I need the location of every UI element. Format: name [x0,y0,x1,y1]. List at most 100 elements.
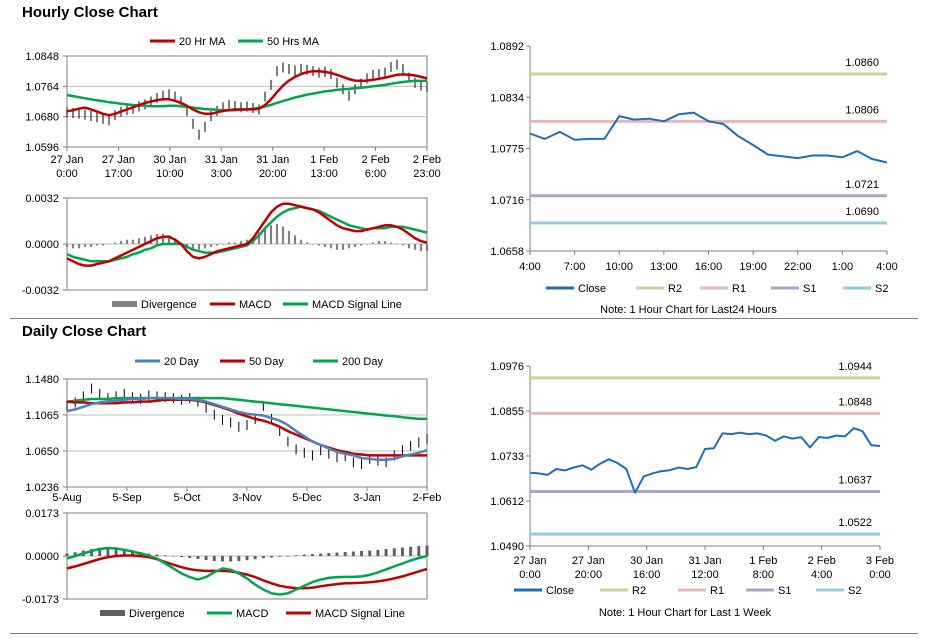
daily-price-legend-label: 200 Day [342,356,383,368]
hourly-macd-signal-line [66,205,428,263]
daily-macd-divergence-bar [319,553,323,556]
daily-levels-x-tick-label: 2 Feb [808,555,836,567]
hourly-price-plot-frame [66,55,428,148]
hourly-macd-divergence-bar [341,244,345,250]
daily-levels-legend-label: S1 [778,585,791,597]
daily-macd-divergence-bar [171,556,175,557]
hourly-macd-divergence-bar [263,228,267,244]
daily-levels-y-tick-label: 1.0612 [490,496,524,508]
daily-levels-x-tick-label: 30 Jan [630,555,663,567]
hourly-macd-divergence-bar [419,244,423,252]
daily-macd-divergence-bar [343,552,347,556]
daily-price-y-tick-label: 1.1065 [25,410,59,422]
hourly-levels-level-s2-label: 1.0690 [845,206,879,218]
hourly-macd-divergence-bar [233,242,237,244]
hourly-levels-level-r1-label: 1.0806 [845,104,879,116]
daily-levels-y-tick-label: 1.0733 [490,451,524,463]
hourly-price-x-tick-label: 1 Feb [310,154,338,166]
hourly-macd-legend-label: Divergence [141,299,197,311]
hourly-macd-divergence-bar [245,239,249,244]
hourly-macd-divergence-bar [125,239,129,244]
bottom-divider [10,633,918,634]
hourly-macd-divergence-bar [395,244,399,245]
hourly-levels-note: Note: 1 Hour Chart for Last24 Hours [600,304,777,316]
hourly-price-y-tick-label: 1.0680 [25,112,59,124]
hourly-price-ma20-line [66,69,428,117]
hourly-price-x-tick-label: 3:00 [211,168,232,180]
daily-price-y-tick-label: 1.0236 [25,482,59,494]
hourly-macd-divergence-bar [209,244,213,247]
hourly-macd-divergence-bar [359,244,363,246]
daily-levels-legend-label: S2 [848,585,861,597]
hourly-macd-divergence-bar [275,223,279,244]
hourly-price-x-tick-label: 10:00 [156,168,184,180]
hourly-macd-divergence-bar [407,244,411,249]
daily-price-y-tick-label: 1.1480 [25,374,59,386]
daily-macd-divergence-bar [376,549,380,556]
daily-macd-divergence-bar [122,549,126,556]
hourly-levels-level-s1-label: 1.0721 [845,179,879,191]
daily-levels-legend-label: R1 [710,585,724,597]
daily-macd-divergence-bar [384,549,388,556]
daily-price-x-tick-label: 5-Oct [174,492,201,504]
hourly-macd-divergence-bar [197,244,201,250]
hourly-macd-divergence-bar [131,239,135,244]
daily-levels-x-tick-label: 12:00 [691,569,719,581]
daily-levels-x-tick-label: 27 Jan [513,555,546,567]
hourly-macd-divergence-bar [281,226,285,244]
daily-macd-divergence-bar [261,556,265,559]
daily-macd-divergence-bar [180,556,184,557]
hourly-macd-divergence-bar [269,225,273,244]
daily-levels-x-tick-label: 27 Jan [572,555,605,567]
hourly-macd-legend-label: MACD Signal Line [312,299,402,311]
hourly-macd-divergence-bar [221,244,225,245]
hourly-macd-divergence-bar [317,244,321,246]
daily-macd-macd-line [66,546,428,596]
hourly-macd-divergence-bar [413,244,417,250]
daily-macd-divergence-bar [188,556,192,558]
daily-price-ma20-line [66,396,428,461]
hourly-macd-divergence-bar [149,235,153,244]
daily-price-plot-frame [66,378,428,488]
hourly-macd-divergence-bar [89,244,93,247]
hourly-macd-divergence-bar [287,231,291,244]
hourly-levels-legend-label: R1 [732,283,746,295]
hourly-levels-x-tick-label: 4:00 [519,261,540,273]
hourly-levels-x-tick-label: 16:00 [695,261,723,273]
section-divider [10,318,918,319]
hourly-price-y-tick-label: 1.0764 [25,81,59,93]
hourly-levels-legend-label: S1 [803,283,816,295]
hourly-macd-divergence-bar [257,232,261,244]
daily-macd-divergence-bar [286,556,290,557]
hourly-macd-divergence-bar [353,244,357,247]
daily-macd-divergence-bar [130,550,134,556]
hourly-macd-divergence-bar [335,244,339,250]
hourly-levels-level-r2-label: 1.0860 [845,57,879,69]
daily-levels-x-tick-label: 8:00 [753,569,774,581]
daily-levels-legend-label: Close [546,585,574,597]
hourly-macd-y-tick-label: 0.0032 [25,193,59,205]
daily-macd-divergence-bar [335,552,339,556]
hourly-macd-divergence-bar [323,244,327,247]
daily-macd-divergence-bar [155,554,159,556]
hourly-levels-legend-label: S2 [875,283,888,295]
daily-levels-x-tick-label: 4:00 [811,569,832,581]
daily-macd-divergence-bar [327,553,331,556]
hourly-macd-divergence-bar [161,233,165,244]
daily-levels-close-line [529,427,881,494]
daily-macd-legend-label: MACD Signal Line [315,608,405,620]
daily-section-title: Daily Close Chart [22,323,147,340]
hourly-macd-divergence-bar [119,241,123,244]
hourly-price-x-tick-label: 20:00 [259,168,287,180]
hourly-macd-divergence-bar [137,238,141,244]
hourly-levels-y-tick-label: 1.0892 [490,41,524,53]
hourly-levels-x-tick-label: 10:00 [605,261,633,273]
daily-price-y-tick-label: 1.0650 [25,446,59,458]
hourly-macd-divergence-bar [425,244,429,252]
daily-price-legend-label: 50 Day [249,356,284,368]
hourly-macd-legend-label: MACD [239,299,271,311]
daily-macd-y-tick-label: -0.0173 [22,594,59,606]
hourly-price-legend-label: 20 Hr MA [179,36,226,48]
hourly-levels-x-tick-label: 7:00 [564,261,585,273]
hourly-macd-divergence-bar [65,244,69,247]
